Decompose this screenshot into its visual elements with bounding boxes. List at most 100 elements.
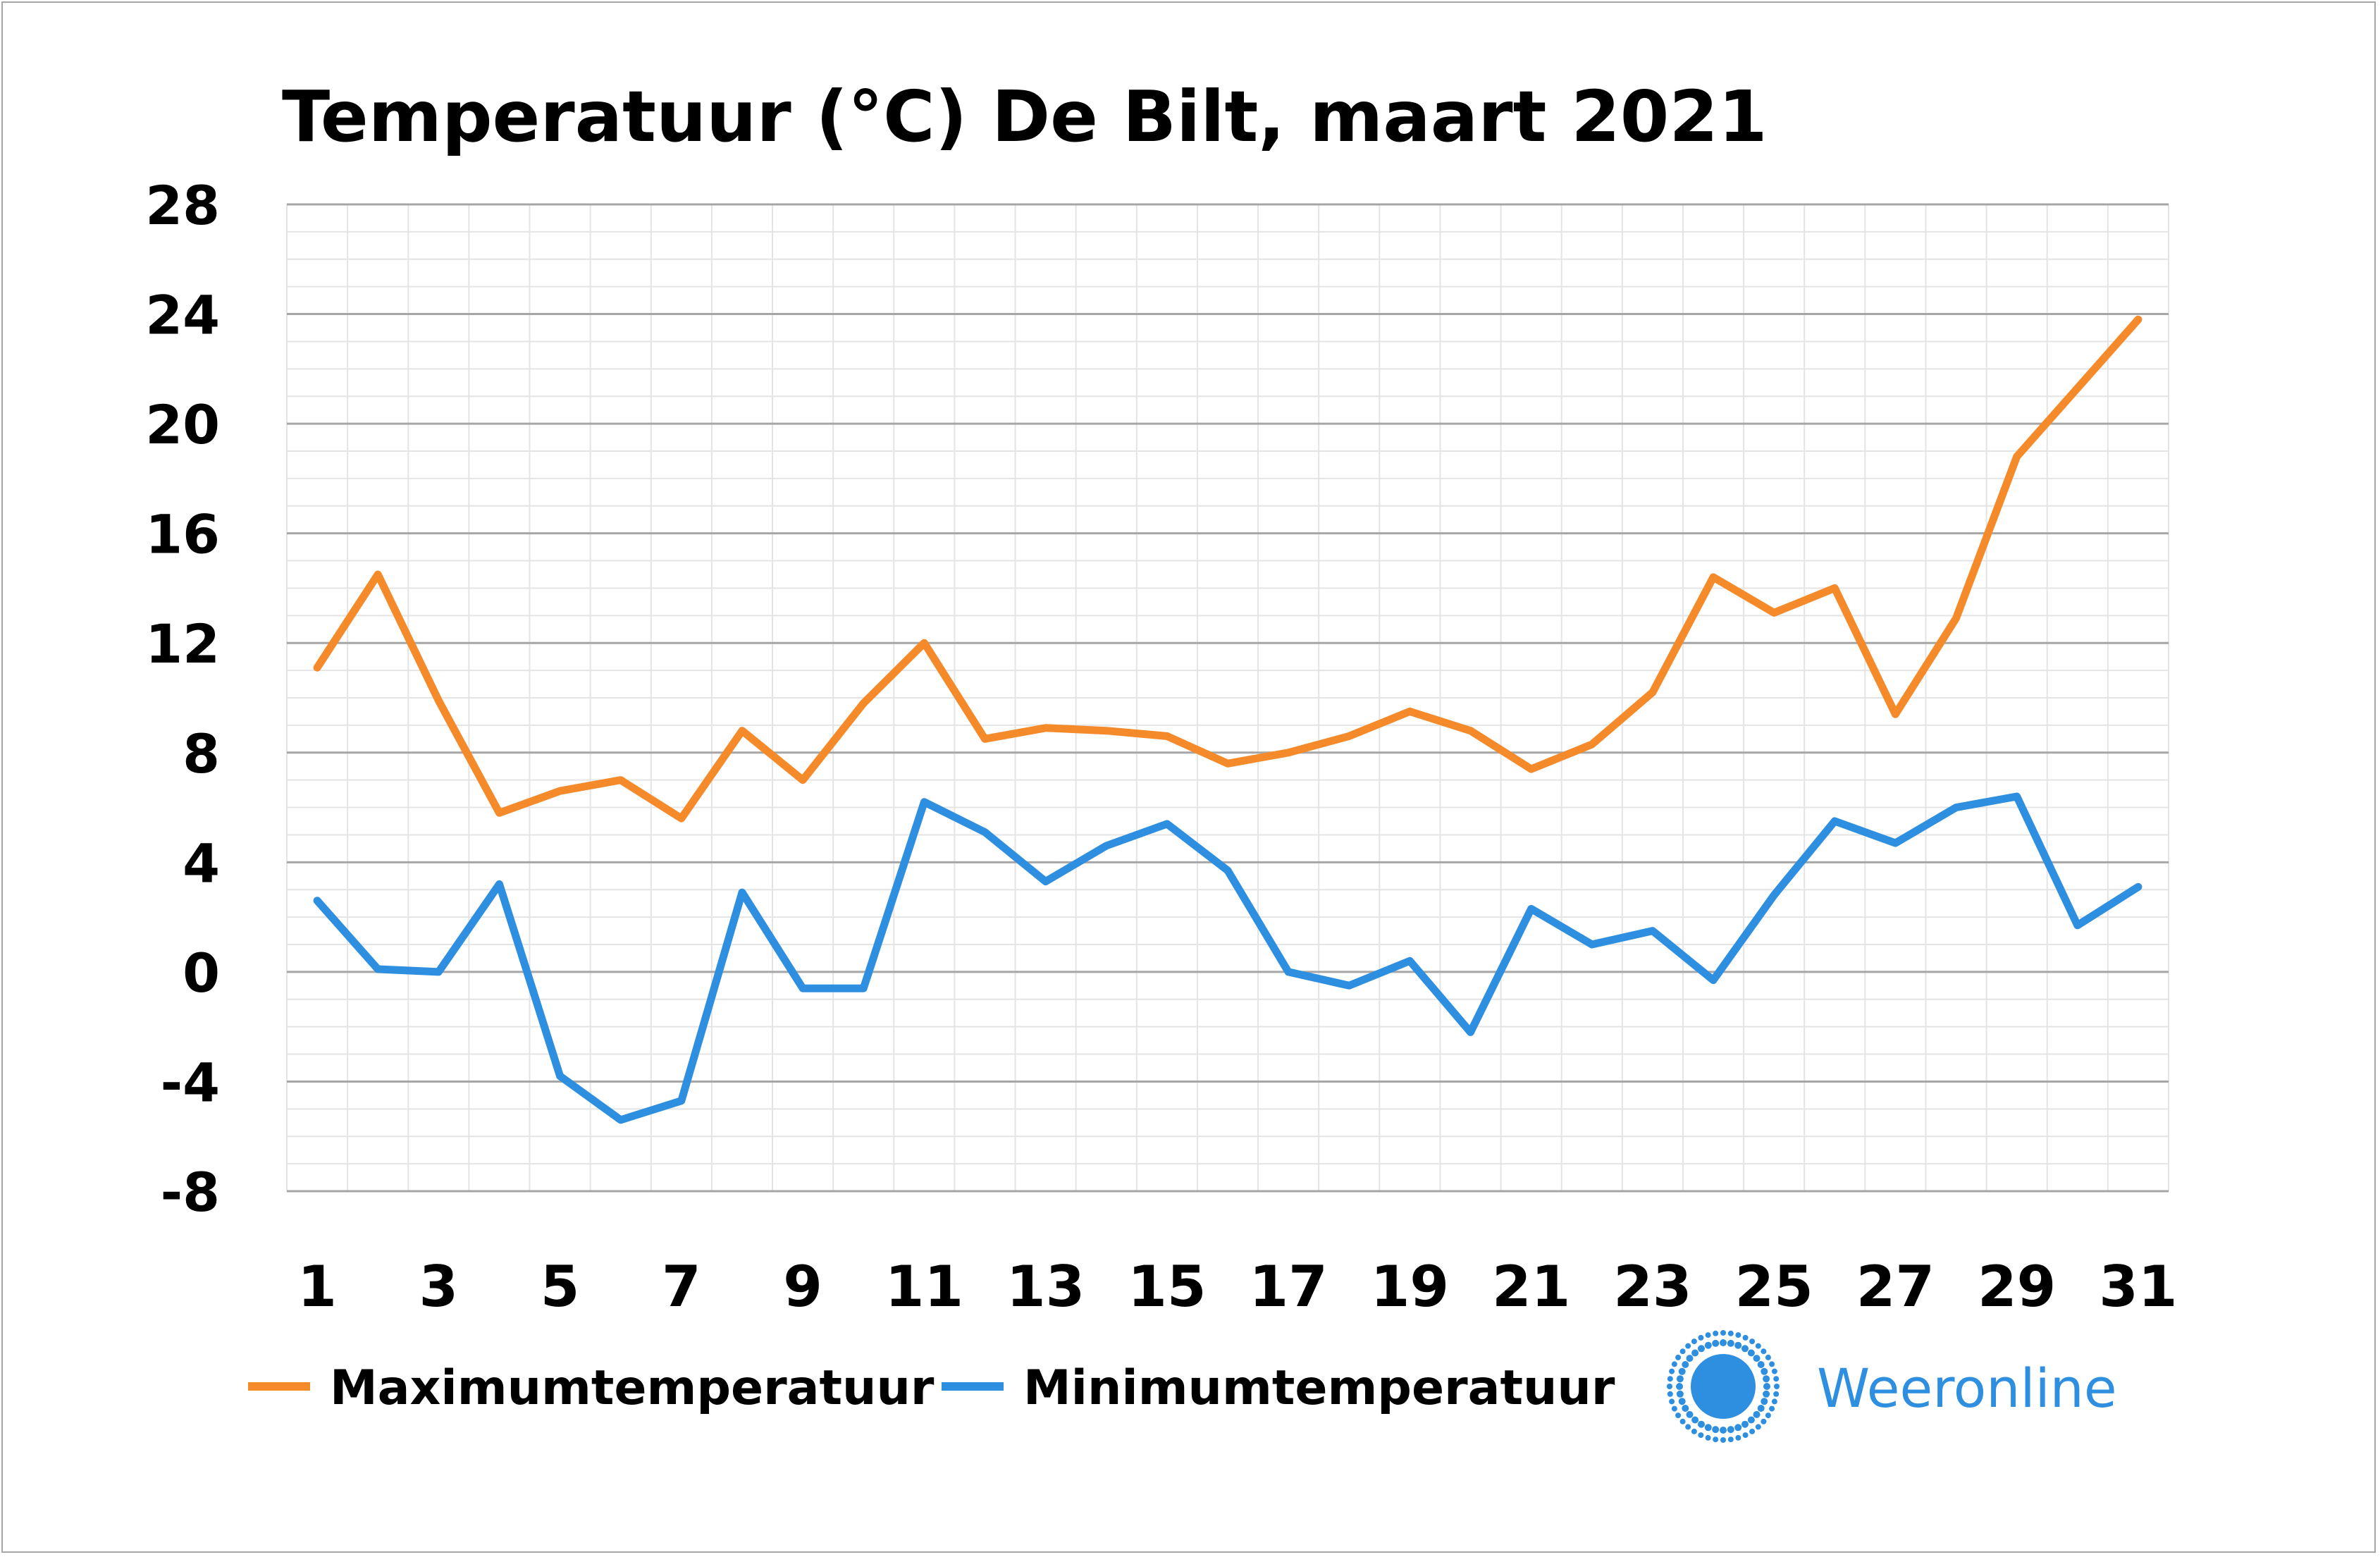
sun-ray-dot <box>1691 1338 1697 1345</box>
sun-ray-dot <box>1761 1418 1767 1424</box>
x-tick-label: 27 <box>1856 1254 1935 1319</box>
sun-ray-dot <box>1678 1367 1686 1375</box>
y-tick-label: 16 <box>145 503 220 566</box>
sun-ray-dot <box>1676 1390 1684 1398</box>
sun-ray-dot <box>1769 1361 1775 1367</box>
sun-ray-dot <box>1741 1420 1749 1428</box>
sun-core <box>1691 1354 1756 1419</box>
sun-ray-dot <box>1753 1355 1761 1362</box>
x-tick-label: 19 <box>1371 1254 1449 1319</box>
sun-ray-dot <box>1682 1405 1689 1412</box>
sun-ray-dot <box>1774 1384 1780 1389</box>
sun-logo-icon <box>1667 1330 1780 1443</box>
sun-ray-dot <box>1691 1416 1699 1424</box>
sun-ray-dot <box>1757 1405 1765 1412</box>
x-tick-label: 5 <box>541 1254 580 1319</box>
sun-ray-dot <box>1713 1330 1719 1336</box>
sun-ray-dot <box>1685 1424 1691 1430</box>
sun-ray-dot <box>1763 1383 1770 1390</box>
sun-ray-dot <box>1720 1330 1726 1336</box>
y-tick-label: -4 <box>161 1051 220 1114</box>
sun-ray-dot <box>1712 1339 1720 1347</box>
y-tick-label: 0 <box>183 942 220 1004</box>
sun-ray-dot <box>1691 1428 1697 1434</box>
sun-ray-dot <box>1771 1398 1777 1405</box>
sun-ray-dot <box>1691 1349 1699 1357</box>
brand-name: Weeronline <box>1817 1357 2117 1420</box>
sun-ray-dot <box>1720 1437 1726 1443</box>
sun-ray-dot <box>1742 1432 1749 1439</box>
chart-title: Temperatuur (°C) De Bilt, maart 2021 <box>282 75 1768 158</box>
sun-ray-dot <box>1675 1354 1682 1360</box>
sun-ray-dot <box>1773 1391 1780 1397</box>
sun-ray-dot <box>1667 1376 1673 1382</box>
sun-ray-dot <box>1755 1424 1761 1430</box>
sun-ray-dot <box>1667 1384 1672 1389</box>
legend: Maximumtemperatuur Minimumtemperatuur <box>248 1360 1615 1416</box>
sun-ray-dot <box>1765 1354 1771 1360</box>
sun-ray-dot <box>1765 1413 1771 1419</box>
sun-ray-dot <box>1761 1348 1767 1355</box>
y-tick-label: 4 <box>183 832 220 894</box>
series-line-max <box>313 315 2142 823</box>
y-tick-label: 28 <box>145 174 220 237</box>
sun-ray-dot <box>1761 1367 1768 1375</box>
x-tick-label: 17 <box>1249 1254 1327 1319</box>
major-gridlines <box>287 203 2169 1193</box>
x-tick-label: 15 <box>1128 1254 1206 1319</box>
x-tick-label: 9 <box>783 1254 822 1319</box>
sun-ray-dot <box>1698 1334 1704 1341</box>
x-tick-label: 23 <box>1613 1254 1691 1319</box>
sun-ray-dot <box>1669 1368 1675 1374</box>
sun-ray-dot <box>1667 1391 1673 1397</box>
sun-ray-dot <box>1755 1343 1761 1349</box>
sun-ray-dot <box>1712 1426 1720 1434</box>
y-tick-label: 24 <box>145 284 220 347</box>
sun-ray-dot <box>1705 1434 1711 1441</box>
sun-ray-dot <box>1753 1410 1761 1418</box>
x-tick-label: 21 <box>1492 1254 1570 1319</box>
sun-ray-dot <box>1669 1398 1675 1405</box>
weeronline-logo: Weeronline <box>1667 1330 2117 1443</box>
sun-ray-dot <box>1727 1330 1734 1336</box>
sun-ray-dot <box>1741 1345 1749 1353</box>
minor-gridlines <box>286 204 2169 1191</box>
sun-ray-dot <box>1763 1375 1770 1383</box>
legend-item-max: Maximumtemperatuur <box>248 1360 935 1416</box>
sun-ray-dot <box>1704 1424 1712 1432</box>
x-tick-label: 31 <box>2099 1254 2177 1319</box>
series-lines <box>313 315 2142 1124</box>
sun-ray-dot <box>1682 1361 1689 1368</box>
sun-ray-dot <box>1671 1361 1677 1367</box>
x-tick-label: 7 <box>662 1254 701 1319</box>
sun-ray-dot <box>1771 1368 1777 1374</box>
sun-ray-dot <box>1698 1345 1705 1353</box>
sun-ray-dot <box>1686 1355 1694 1362</box>
x-tick-label: 11 <box>885 1254 963 1319</box>
sun-ray-dot <box>1727 1339 1734 1347</box>
sun-ray-dot <box>1742 1334 1749 1341</box>
legend-item-min: Minimumtemperatuur <box>942 1360 1615 1416</box>
sun-ray-dot <box>1763 1390 1770 1398</box>
sun-ray-dot <box>1705 1332 1711 1338</box>
sun-ray-dot <box>1727 1436 1734 1443</box>
x-tick-label: 3 <box>419 1254 458 1319</box>
sun-ray-dot <box>1671 1405 1677 1412</box>
series-line-min <box>313 792 2142 1124</box>
y-tick-label: 12 <box>145 613 220 675</box>
x-tick-label: 1 <box>297 1254 337 1319</box>
sun-ray-dot <box>1704 1341 1712 1349</box>
x-tick-label: 13 <box>1006 1254 1085 1319</box>
sun-ray-dot <box>1757 1361 1765 1368</box>
sun-ray-dot <box>1676 1383 1683 1390</box>
sun-ray-dot <box>1749 1428 1756 1434</box>
x-axis-tick-labels: 1 3 5 7 9 11 13 15 17 19 21 23 25 27 29 31 <box>297 1254 2177 1319</box>
y-tick-label: 20 <box>145 393 220 456</box>
sun-ray-dot <box>1676 1375 1684 1383</box>
sun-ray-dot <box>1727 1426 1734 1434</box>
sun-ray-dot <box>1773 1376 1780 1382</box>
sun-ray-dot <box>1747 1416 1755 1424</box>
sun-ray-dot <box>1698 1420 1705 1428</box>
legend-label-min: Minimumtemperatuur <box>1023 1360 1615 1416</box>
